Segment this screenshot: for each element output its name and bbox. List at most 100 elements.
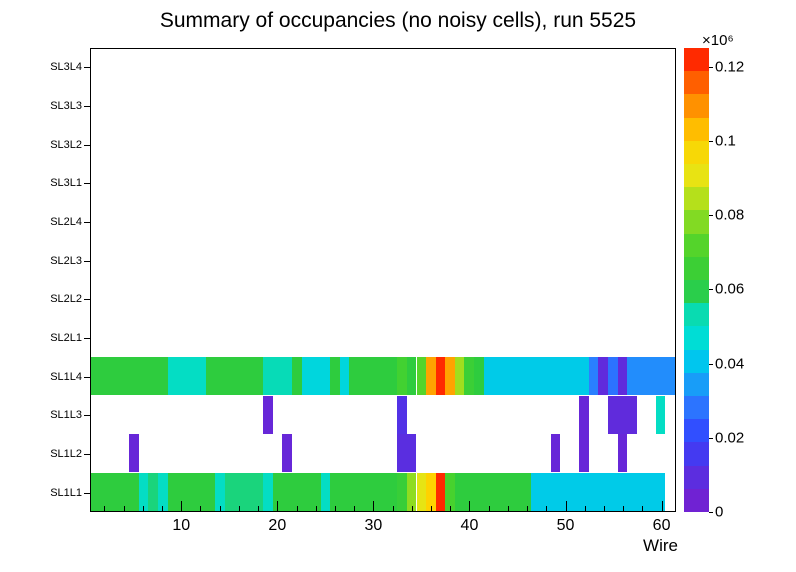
colorbar-segment <box>684 418 709 443</box>
heatmap-cell <box>636 472 647 511</box>
heatmap-cell <box>617 472 628 511</box>
heatmap-cell <box>560 472 570 511</box>
colorbar-segment <box>684 186 709 211</box>
y-axis-row-label: SL1L3 <box>50 409 82 422</box>
x-axis-minor-tick <box>104 506 106 511</box>
heatmap-cell <box>464 472 474 511</box>
heatmap-cell <box>655 356 666 396</box>
heatmap-cell <box>215 472 226 511</box>
heatmap-cell <box>330 472 340 511</box>
heatmap-cell <box>426 356 436 396</box>
heatmap-cell <box>378 356 388 396</box>
y-axis-tick <box>84 260 90 262</box>
y-axis-tick <box>84 183 90 185</box>
heatmap-cell <box>464 356 474 396</box>
heatmap-cell <box>129 356 139 396</box>
x-axis-major-tick <box>181 501 183 511</box>
colorbar-segment <box>684 349 709 373</box>
x-axis-minor-tick <box>488 506 490 511</box>
heatmap-cell <box>311 356 321 396</box>
x-axis-major-tick <box>277 501 279 511</box>
heatmap-cell <box>282 356 293 396</box>
x-axis-tick-label: 60 <box>652 517 671 534</box>
heatmap-cell <box>550 472 561 511</box>
heatmap-cell <box>148 356 158 396</box>
y-axis-tick <box>84 144 90 146</box>
x-axis-minor-tick <box>238 506 240 511</box>
colorbar-segment <box>684 325 709 350</box>
heatmap-cell <box>502 356 513 396</box>
heatmap-cell <box>521 356 532 396</box>
colorbar <box>684 47 709 512</box>
x-axis-minor-tick <box>450 506 452 511</box>
x-axis-tick-label: 10 <box>172 517 191 534</box>
heatmap-cell <box>387 356 398 396</box>
heatmap-cell <box>406 472 417 511</box>
x-axis-minor-tick <box>623 506 625 511</box>
y-axis-row-label: SL3L1 <box>50 177 82 190</box>
heatmap-cell <box>359 472 369 511</box>
colorbar-tick <box>709 140 713 142</box>
y-axis-tick <box>84 492 90 494</box>
heatmap-cell <box>320 356 331 396</box>
x-axis-minor-tick <box>603 506 605 511</box>
heatmap-cell <box>387 472 398 511</box>
heatmap-cell <box>646 356 656 396</box>
x-axis-minor-tick <box>546 506 548 511</box>
heatmap-cell <box>292 472 302 511</box>
x-axis-minor-tick <box>392 506 394 511</box>
heatmap-cell <box>263 395 273 434</box>
heatmap-cell <box>617 395 628 434</box>
y-axis-tick <box>84 299 90 301</box>
x-axis-major-tick <box>469 501 471 511</box>
colorbar-segment <box>684 233 709 257</box>
heatmap-cell <box>445 356 455 396</box>
heatmap-cell <box>253 356 264 396</box>
heatmap-cell <box>521 472 532 511</box>
heatmap-cell <box>129 434 139 473</box>
heatmap-cell <box>502 472 513 511</box>
x-axis-minor-tick <box>411 506 413 511</box>
heatmap-cell <box>598 472 608 511</box>
heatmap-cell <box>91 356 101 396</box>
y-axis-tick <box>84 222 90 223</box>
heatmap-cell <box>186 472 197 511</box>
x-axis-title: Wire <box>643 536 678 555</box>
colorbar-tick-label: 0.1 <box>715 132 736 150</box>
x-axis-minor-tick <box>123 506 125 511</box>
x-axis-minor-tick <box>258 506 260 511</box>
heatmap-cell <box>339 356 350 396</box>
colorbar-segment <box>684 163 709 188</box>
heatmap-cell <box>110 356 120 396</box>
heatmap-cell <box>119 472 130 511</box>
heatmap-cell <box>225 472 235 511</box>
x-axis-major-tick <box>373 501 375 511</box>
colorbar-tick <box>709 66 713 68</box>
x-axis-minor-tick <box>315 506 317 511</box>
y-axis-tick <box>84 415 90 417</box>
heatmap-cell <box>177 356 187 396</box>
heatmap-cell <box>406 434 417 473</box>
heatmap-cell <box>473 472 484 511</box>
colorbar-segment <box>684 488 709 512</box>
heatmap-cell <box>655 395 666 434</box>
heatmap-cell <box>186 356 197 396</box>
heatmap-cell <box>531 472 541 511</box>
heatmap-cell <box>263 472 273 511</box>
heatmap-cell <box>244 472 254 511</box>
colorbar-segment <box>684 209 709 234</box>
heatmap-cell <box>569 472 580 511</box>
y-axis-row-label: SL3L4 <box>50 61 82 74</box>
heatmap-cell <box>167 356 178 396</box>
x-axis-tick-label: 20 <box>268 517 287 534</box>
x-axis-minor-tick <box>200 506 202 511</box>
colorbar-segment <box>684 93 709 118</box>
heatmap-cell <box>263 356 273 396</box>
heatmap-cell <box>177 472 187 511</box>
colorbar-segment <box>684 117 709 141</box>
y-axis-row-label: SL2L2 <box>50 293 82 306</box>
x-axis-major-tick <box>565 501 567 511</box>
heatmap-cell <box>560 356 570 396</box>
y-axis-row-label: SL3L3 <box>50 100 82 112</box>
heatmap-cell <box>435 356 446 396</box>
